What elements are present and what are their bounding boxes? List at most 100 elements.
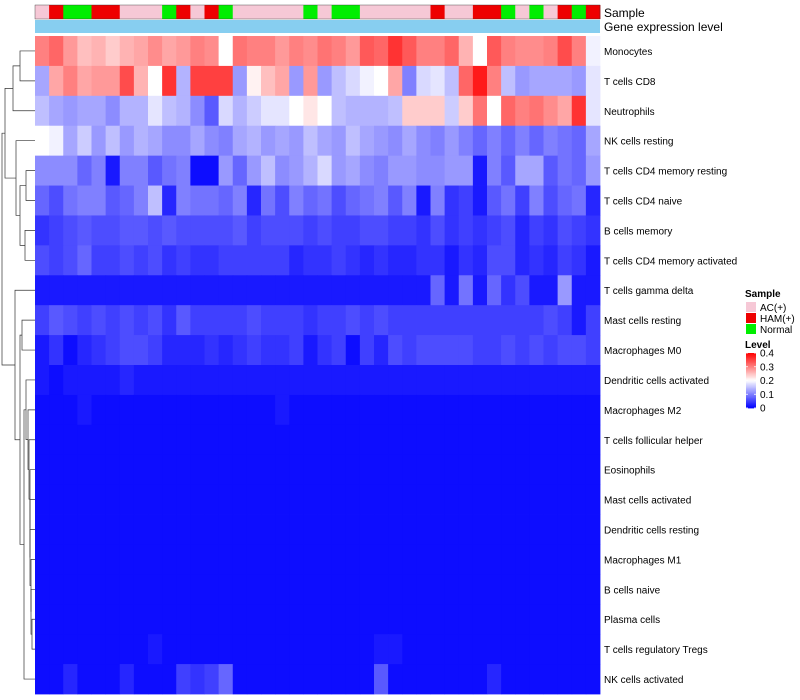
- heatmap-cell: [374, 514, 389, 545]
- heatmap-cell: [190, 484, 205, 515]
- sample-annotation-cell: [261, 5, 276, 19]
- heatmap-cell: [430, 245, 446, 276]
- heatmap-cell: [49, 454, 64, 486]
- sample-legend-label: HAM(+): [760, 314, 795, 325]
- heatmap-cell: [402, 544, 417, 575]
- heatmap-cell: [444, 36, 460, 67]
- heatmap-cell: [331, 664, 347, 695]
- heatmap-cell: [317, 634, 333, 665]
- heatmap-cell: [402, 95, 417, 127]
- dendrogram-branch: [23, 409, 35, 680]
- heatmap-cell: [501, 454, 516, 486]
- heatmap-cell: [218, 125, 234, 157]
- heatmap-cell: [458, 36, 474, 67]
- heatmap-cell: [105, 365, 121, 396]
- dendrogram-branch: [19, 334, 24, 545]
- heatmap-cell: [501, 36, 516, 67]
- heatmap-cell: [472, 514, 488, 545]
- heatmap-cell: [275, 215, 290, 246]
- heatmap-cell: [275, 125, 290, 157]
- heatmap-cell: [105, 65, 121, 97]
- heatmap-cell: [176, 394, 191, 426]
- heatmap-cell: [331, 365, 347, 396]
- heatmap-cell: [232, 574, 248, 605]
- heatmap-cell: [232, 604, 248, 635]
- level-gradient-step: [746, 404, 756, 406]
- heatmap-cell: [232, 394, 248, 426]
- heatmap-cell: [345, 634, 361, 665]
- heatmap-cell: [529, 604, 544, 635]
- heatmap-cell: [218, 335, 234, 366]
- heatmap-cell: [529, 95, 544, 127]
- heatmap-cell: [275, 454, 290, 486]
- heatmap-cell: [529, 454, 544, 486]
- sample-annotation-cell: [162, 5, 177, 19]
- heatmap-cell: [261, 514, 276, 545]
- heatmap-cell: [416, 155, 431, 186]
- heatmap-cell: [246, 634, 262, 665]
- heatmap-cell: [388, 305, 403, 336]
- heatmap-cell: [63, 215, 78, 246]
- heatmap-cell: [303, 604, 318, 635]
- heatmap-cell: [487, 215, 502, 246]
- heatmap-cell: [585, 36, 601, 67]
- heatmap-cell: [515, 335, 530, 366]
- heatmap-cell: [119, 335, 135, 366]
- heatmap-cell: [529, 245, 544, 276]
- heatmap-cell: [331, 484, 347, 515]
- heatmap-cell: [416, 365, 431, 396]
- level-gradient-step: [746, 405, 756, 408]
- heatmap-cell: [585, 544, 601, 575]
- heatmap-cell: [529, 365, 544, 396]
- sample-annotation-cell: [487, 5, 502, 19]
- heatmap-cell: [359, 484, 375, 515]
- heatmap-cell: [261, 365, 276, 396]
- heatmap-cell: [133, 544, 149, 575]
- heatmap-cell: [204, 424, 220, 456]
- heatmap-cell: [458, 454, 474, 486]
- heatmap-cell: [63, 365, 78, 396]
- heatmap-cell: [317, 275, 333, 306]
- heatmap-cell: [133, 365, 149, 396]
- heatmap-cell: [501, 604, 516, 635]
- heatmap-cell: [359, 424, 375, 456]
- heatmap-cell: [148, 484, 163, 515]
- heatmap-cell: [204, 185, 220, 216]
- heatmap-cell: [374, 664, 389, 695]
- heatmap-cell: [430, 394, 446, 426]
- heatmap-cell: [275, 664, 290, 695]
- heatmap-cell: [204, 95, 220, 127]
- heatmap-cell: [133, 424, 149, 456]
- row-dendrogram: [1, 50, 35, 680]
- heatmap-cell: [204, 604, 220, 635]
- heatmap-cell: [218, 394, 234, 426]
- heatmap-cell: [557, 394, 573, 426]
- heatmap-cell: [557, 65, 573, 97]
- heatmap-cell: [63, 335, 78, 366]
- heatmap-cell: [472, 155, 488, 186]
- heatmap-cell: [458, 65, 474, 97]
- heatmap-cell: [289, 65, 304, 97]
- heatmap-cell: [289, 305, 304, 336]
- heatmap-cell: [63, 664, 78, 695]
- heatmap-cell: [275, 544, 290, 575]
- heatmap-cell: [176, 365, 191, 396]
- heatmap-cell: [119, 185, 135, 216]
- heatmap-cell: [317, 484, 333, 515]
- heatmap-cell: [35, 65, 50, 97]
- heatmap-cell: [487, 424, 502, 456]
- heatmap-cell: [162, 484, 177, 515]
- heatmap-cell: [91, 365, 107, 396]
- heatmap-cell: [515, 155, 530, 186]
- heatmap-cell: [515, 424, 530, 456]
- heatmap-cell: [49, 514, 64, 545]
- heatmap-cell: [148, 125, 163, 157]
- heatmap-cell: [585, 574, 601, 605]
- heatmap-cell: [303, 514, 318, 545]
- heatmap-cell: [430, 305, 446, 336]
- heatmap-cell: [63, 185, 78, 216]
- heatmap-cell: [261, 215, 276, 246]
- heatmap-cell: [571, 604, 587, 635]
- level-legend: Level 0.4 0.3 0.2 0.1 0: [745, 340, 774, 415]
- heatmap-cell: [218, 574, 234, 605]
